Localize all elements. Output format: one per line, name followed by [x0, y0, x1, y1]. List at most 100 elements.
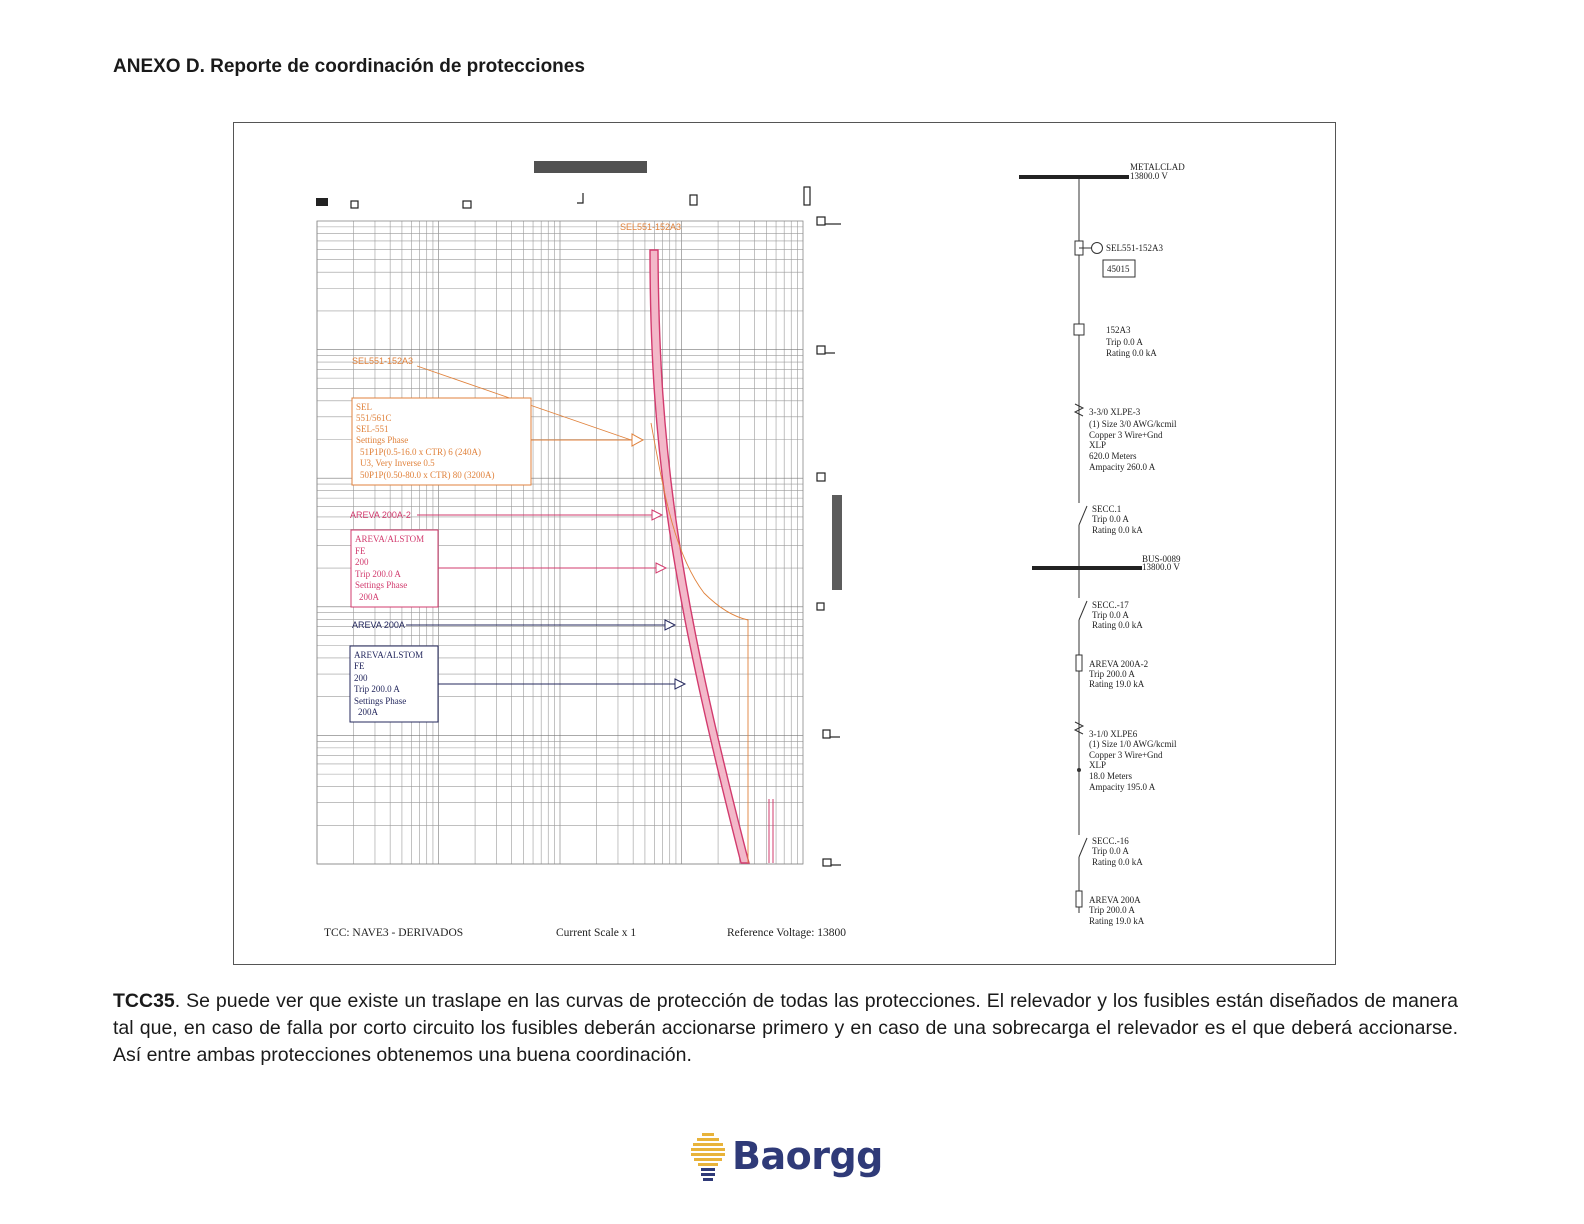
relay-line-2: SEL-551 — [356, 424, 389, 434]
fuse2-settings-box — [350, 529, 439, 608]
oneline-fuse1-trip: Trip 200.0 A — [1089, 905, 1135, 915]
fuse1-settings-box — [349, 645, 439, 723]
fuse-curve-band — [649, 249, 750, 864]
cable1-line-4: 620.0 Meters — [1089, 451, 1137, 461]
cable2-text: 3-1/0 XLPE6 (1) Size 1/0 AWG/kcmil Coppe… — [1089, 729, 1177, 792]
fuse1-icon — [1075, 890, 1083, 908]
oneline-fuse1-rating: Rating 19.0 kA — [1089, 916, 1145, 926]
relay-arrow-icon — [631, 433, 645, 447]
tcc-figure: SEL551-152A3 SEL551-152A3 SEL 551/561C S… — [316, 161, 1185, 939]
oneline-fuse2-trip: Trip 200.0 A — [1089, 669, 1135, 679]
fuse2-line-0: AREVA/ALSTOM — [355, 534, 424, 544]
fuse2-line-5: 200A — [359, 592, 380, 602]
relay-settings-box — [351, 397, 532, 486]
relay-line-0: SEL — [356, 402, 372, 412]
relay-settings-text: SEL 551/561C SEL-551 Settings Phase 51P1… — [356, 402, 495, 480]
secc16-trip: Trip 0.0 A — [1092, 846, 1129, 856]
bus-top-voltage: 13800.0 V — [1130, 171, 1168, 181]
tcc-footer: TCC: NAVE3 - DERIVADOS Current Scale x 1… — [324, 927, 846, 939]
relay-id: 45015 — [1107, 264, 1130, 274]
brand-logo: Baorgg — [688, 1128, 883, 1184]
cable2-line-2: Copper 3 Wire+Gnd — [1089, 750, 1163, 760]
fuse1-line-3: Trip 200.0 A — [354, 684, 400, 694]
breaker-rating: Rating 0.0 kA — [1106, 348, 1157, 358]
oneline-fuse2-name: AREVA 200A-2 — [1089, 659, 1148, 669]
bus-top-name: METALCLAD — [1130, 162, 1185, 172]
secc1-rating: Rating 0.0 kA — [1092, 525, 1143, 535]
relay-line-4: 51P1P(0.5-16.0 x CTR) 6 (240A) — [360, 447, 481, 457]
bus-0089 — [1032, 566, 1142, 570]
cable2-line-0: 3-1/0 XLPE6 — [1089, 729, 1138, 739]
illegible-axis-label — [832, 495, 842, 590]
fuse2-arrow-icon — [651, 509, 664, 521]
bus-mid-voltage: 13800.0 V — [1142, 562, 1180, 572]
relay-id-box — [1102, 259, 1136, 278]
fuse2-settings-text: AREVA/ALSTOM FE 200 Trip 200.0 A Setting… — [355, 534, 424, 602]
secc1-name: SECC.1 — [1092, 504, 1121, 514]
relay-line-5: U3, Very Inverse 0.5 — [360, 458, 435, 468]
caption-text: . Se puede ver que existe un traslape en… — [113, 990, 1458, 1066]
fuse1-line-1: FE — [354, 661, 365, 671]
cable1-line-3: XLP — [1089, 440, 1106, 450]
fuse1-line-2: 200 — [354, 673, 368, 683]
caption-label: TCC35 — [113, 990, 175, 1012]
secc1-trip: Trip 0.0 A — [1092, 514, 1129, 524]
fuse2-curve-label: AREVA 200A-2 — [350, 510, 411, 520]
fuse1-curve-label: AREVA 200A — [352, 620, 405, 630]
secc17-rating: Rating 0.0 kA — [1092, 620, 1143, 630]
fuse1-line-5: 200A — [358, 707, 379, 717]
reference-voltage: Reference Voltage: 13800 — [727, 927, 846, 939]
relay-line-3: Settings Phase — [356, 435, 408, 445]
relay-circle-icon — [1091, 242, 1103, 254]
secc16-rating: Rating 0.0 kA — [1092, 857, 1143, 867]
secc17-trip: Trip 0.0 A — [1092, 610, 1129, 620]
fuse2-line-1: FE — [355, 546, 366, 556]
lightbulb-icon — [691, 1133, 725, 1181]
oneline-fuse2-rating: Rating 19.0 kA — [1089, 679, 1145, 689]
cable2-line-4: 18.0 Meters — [1089, 771, 1132, 781]
cable2-line-5: Ampacity 195.0 A — [1089, 782, 1156, 792]
relay-line-1: 551/561C — [356, 413, 392, 423]
fuse1-line-0: AREVA/ALSTOM — [354, 650, 423, 660]
switch-gap — [1075, 598, 1083, 620]
plot-area — [316, 220, 804, 865]
switch-secc17-icon — [1078, 600, 1088, 621]
fuse1-box-arrow-icon — [674, 678, 687, 690]
cable2-line-3: XLP — [1089, 760, 1106, 770]
fuse2-icon — [1075, 654, 1083, 672]
top-curve-label: SEL551-152A3 — [620, 222, 681, 232]
bus-mid-name: BUS-0089 — [1142, 554, 1181, 564]
bus-metalclad — [1019, 175, 1129, 179]
relay-curve-label: SEL551-152A3 — [352, 356, 413, 366]
breaker-name: 152A3 — [1106, 325, 1131, 335]
cable2-icon — [1073, 721, 1085, 735]
caption-paragraph: TCC35. Se puede ver que existe un trasla… — [113, 988, 1458, 1069]
cable1-line-2: Copper 3 Wire+Gnd — [1089, 430, 1163, 440]
oneline-fuse1-name: AREVA 200A — [1089, 895, 1141, 905]
fuse2-line-3: Trip 200.0 A — [355, 569, 401, 579]
fuse2-line-2: 200 — [355, 557, 369, 567]
illegible-title — [534, 161, 647, 173]
cable1-line-1: (1) Size 3/0 AWG/kcmil — [1089, 419, 1177, 429]
secc16-name: SECC.-16 — [1092, 836, 1129, 846]
fuse1-line-4: Settings Phase — [354, 696, 406, 706]
one-line-diagram: METALCLAD 13800.0 V SEL551-152A3 45015 1… — [1019, 162, 1185, 926]
fuse1-arrow-icon — [664, 619, 677, 631]
fuse2-line-4: Settings Phase — [355, 580, 407, 590]
switch-gap — [1075, 503, 1083, 525]
fuse2-box-arrow-icon — [655, 562, 668, 574]
junction-dot — [1077, 768, 1081, 772]
breaker-trip: Trip 0.0 A — [1106, 337, 1143, 347]
axis-marker-icon — [316, 198, 328, 206]
cable1-icon — [1073, 403, 1085, 417]
cable1-line-0: 3-3/0 XLPE-3 — [1089, 407, 1141, 417]
current-scale: Current Scale x 1 — [556, 927, 636, 939]
cable2-line-1: (1) Size 1/0 AWG/kcmil — [1089, 739, 1177, 749]
fuse1-settings-text: AREVA/ALSTOM FE 200 Trip 200.0 A Setting… — [354, 650, 423, 717]
relay-curve — [650, 422, 749, 863]
instantaneous-marker — [768, 799, 774, 863]
page-heading: ANEXO D. Reporte de coordinación de prot… — [113, 56, 585, 77]
relay-line-6: 50P1P(0.50-80.0 x CTR) 80 (3200A) — [360, 470, 495, 480]
switch-secc16-icon — [1078, 837, 1088, 858]
switch-gap — [1075, 835, 1083, 857]
